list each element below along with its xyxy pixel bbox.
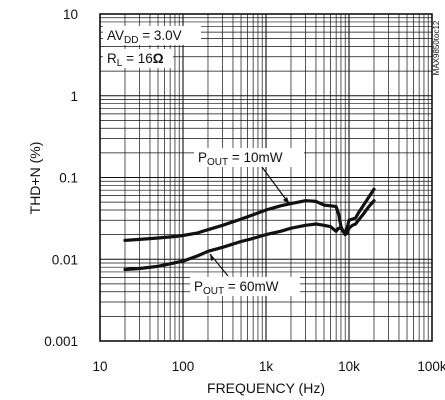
x-tick-label: 100k xyxy=(417,359,445,374)
series-label-2-bg xyxy=(190,277,300,296)
x-tick-label: 10k xyxy=(338,359,360,374)
tick-labels: 10 100 1k 10k 100k 10 1 0.1 0.01 0.001 xyxy=(44,7,445,374)
figure-id: MAX9850toc12 xyxy=(432,20,441,75)
y-tick-label: 0.001 xyxy=(44,334,78,349)
y-axis-title: THD+N (%) xyxy=(27,142,43,215)
series-line-2 xyxy=(123,199,376,272)
x-tick-label: 1k xyxy=(259,359,274,374)
y-tick-label: 1 xyxy=(70,89,78,104)
plot-frame xyxy=(99,13,433,342)
series-label-2: POUT = 60mW xyxy=(194,279,279,297)
x-axis-title: FREQUENCY (Hz) xyxy=(207,380,325,396)
y-tick-label: 0.1 xyxy=(59,171,78,186)
condition-avdd-bg xyxy=(103,26,201,45)
pointer-arrow-2 xyxy=(210,254,215,261)
y-tick-label: 0.01 xyxy=(52,252,78,267)
x-tick-label: 10 xyxy=(92,359,107,374)
x-tick-label: 100 xyxy=(172,359,195,374)
condition-avdd: AVDD = 3.0V xyxy=(107,28,182,46)
series-lines xyxy=(123,187,376,272)
annotations: AVDD = 3.0V RL = 16Ω POUT = 10mW POUT = 60m… xyxy=(103,26,304,297)
series-label-1: POUT = 10mW xyxy=(198,150,283,168)
pointer-arrow-1 xyxy=(283,197,290,205)
series-line-1 xyxy=(123,187,376,242)
y-tick-label: 10 xyxy=(63,7,78,22)
condition-rl: RL = 16Ω xyxy=(107,51,164,69)
series-label-1-bg xyxy=(194,148,304,167)
condition-rl-bg xyxy=(103,49,173,68)
